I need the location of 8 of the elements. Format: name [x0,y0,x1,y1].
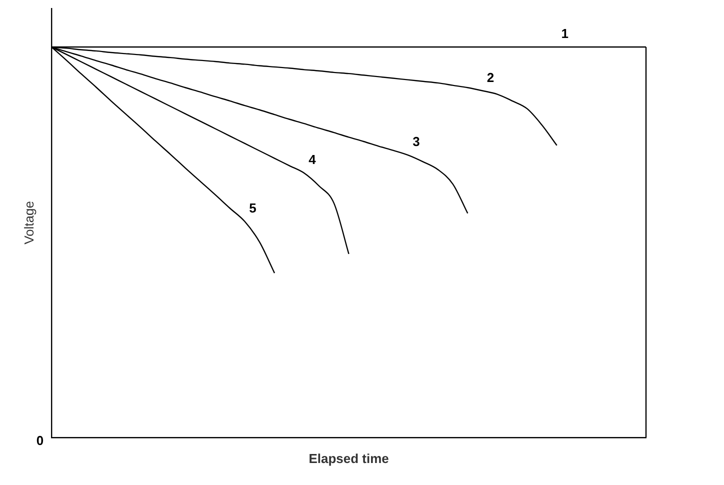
text: 0 [36,432,44,448]
series-label: 3 [412,134,420,150]
series-label: 2 [486,70,494,85]
series-label: 5 [249,200,256,216]
x-axis-title: Elapsed time [308,450,389,466]
y-axis-title: Voltage [21,201,36,244]
series-label: 4 [308,152,317,168]
series-label: 1 [561,26,568,42]
